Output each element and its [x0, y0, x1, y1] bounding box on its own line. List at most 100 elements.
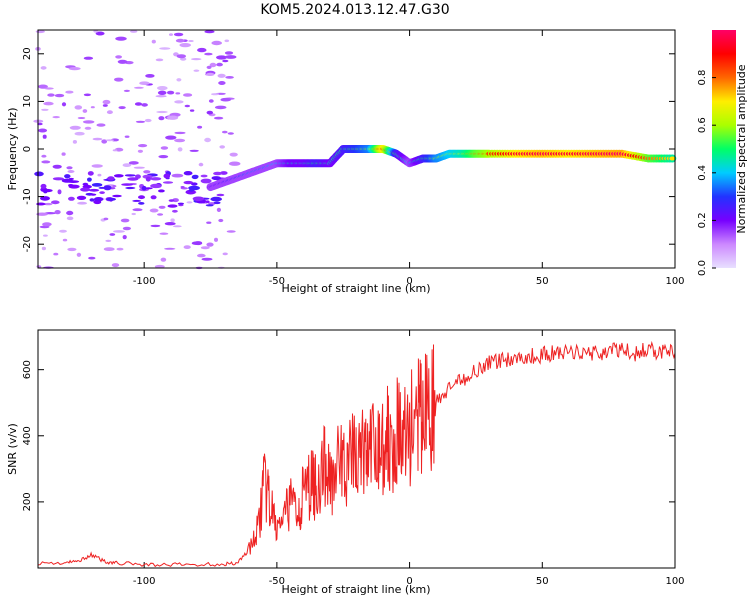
cluster-mark: [158, 189, 165, 193]
noise-mark: [214, 105, 227, 110]
noise-mark: [164, 247, 176, 250]
noise-mark: [188, 40, 194, 42]
noise-mark: [160, 146, 169, 150]
x-tick-label: -50: [269, 276, 285, 287]
colorbar-label: Normalized spectral amplitude: [735, 64, 748, 233]
noise-mark: [214, 237, 218, 242]
noise-mark: [115, 36, 127, 41]
noise-mark: [52, 164, 62, 169]
cluster-mark: [163, 173, 171, 179]
noise-mark: [201, 257, 213, 261]
noise-mark: [226, 230, 236, 233]
noise-mark: [177, 147, 183, 152]
cluster-mark: [103, 185, 112, 191]
cluster-mark: [40, 196, 50, 201]
x-tick-label: -100: [133, 276, 156, 287]
noise-mark: [216, 207, 221, 212]
noise-mark: [122, 235, 127, 240]
noise-mark: [157, 90, 167, 96]
cluster-mark: [138, 202, 145, 205]
noise-mark: [229, 152, 238, 157]
noise-mark: [83, 56, 94, 60]
noise-mark: [159, 232, 169, 235]
colorbar-tick-label: 0.6: [697, 117, 708, 133]
noise-mark: [76, 252, 82, 257]
y-tick-label: -10: [22, 188, 33, 204]
noise-mark: [220, 97, 231, 102]
noise-mark: [96, 123, 106, 127]
noise-mark: [135, 120, 146, 123]
noise-mark: [204, 52, 213, 56]
noise-mark: [41, 108, 49, 111]
noise-mark: [91, 164, 103, 168]
cluster-mark: [107, 176, 115, 181]
cluster-mark: [168, 199, 175, 202]
noise-mark: [65, 90, 74, 94]
noise-mark: [97, 173, 102, 177]
noise-mark: [224, 51, 234, 55]
noise-mark: [186, 201, 193, 204]
noise-mark: [204, 137, 212, 143]
noise-mark: [150, 224, 161, 228]
noise-mark: [167, 90, 175, 95]
noise-mark: [122, 163, 132, 168]
spectrogram-frame: [37, 29, 676, 269]
noise-mark: [219, 145, 225, 149]
y-tick-label: 0: [22, 146, 33, 152]
noise-mark: [206, 242, 214, 247]
cluster-mark: [183, 180, 194, 185]
cluster-mark: [167, 204, 178, 208]
noise-mark: [101, 139, 108, 144]
noise-mark: [171, 173, 184, 178]
cluster-mark: [82, 182, 89, 186]
snr-xlabel: Height of straight line (km): [281, 583, 430, 596]
cluster-mark: [150, 195, 157, 200]
cluster-mark: [80, 187, 91, 192]
y-tick-label: 400: [22, 426, 33, 445]
noise-mark: [164, 222, 176, 226]
noise-mark: [88, 256, 96, 260]
noise-mark: [166, 115, 179, 120]
cluster-mark: [93, 197, 104, 202]
cluster-mark: [213, 171, 223, 176]
y-tick-label: 200: [22, 492, 33, 511]
noise-mark: [59, 229, 67, 233]
x-tick-label: 0: [406, 276, 412, 287]
cluster-mark: [135, 174, 141, 179]
noise-mark: [66, 210, 74, 216]
noise-mark: [176, 78, 182, 82]
noise-mark: [83, 93, 91, 97]
noise-mark: [227, 132, 234, 135]
noise-mark: [158, 205, 166, 209]
noise-mark: [103, 217, 109, 221]
noise-mark: [183, 93, 193, 97]
noise-mark: [62, 238, 68, 242]
noise-mark: [204, 30, 215, 34]
noise-mark: [149, 208, 159, 213]
noise-mark: [179, 43, 191, 48]
cluster-mark: [106, 197, 116, 201]
x-tick-label: 100: [665, 276, 684, 287]
noise-mark: [47, 93, 55, 97]
cluster-mark: [89, 198, 95, 202]
cluster-mark: [76, 195, 87, 200]
noise-mark: [102, 99, 111, 105]
noise-mark: [122, 226, 131, 231]
cluster-mark: [213, 201, 221, 205]
cluster-mark: [188, 188, 194, 192]
cluster-mark: [150, 183, 162, 189]
noise-mark: [41, 246, 47, 251]
noise-mark: [128, 161, 139, 165]
noise-mark: [155, 58, 164, 62]
cluster-mark: [205, 200, 210, 203]
noise-mark: [200, 246, 210, 250]
cluster-mark: [132, 199, 142, 202]
noise-mark: [209, 62, 217, 68]
noise-mark: [174, 100, 184, 104]
noise-mark: [158, 116, 165, 121]
cluster-mark: [52, 177, 64, 181]
noise-mark: [157, 213, 164, 216]
noise-mark: [40, 66, 47, 70]
noise-mark: [54, 93, 65, 98]
noise-mark: [95, 31, 105, 36]
